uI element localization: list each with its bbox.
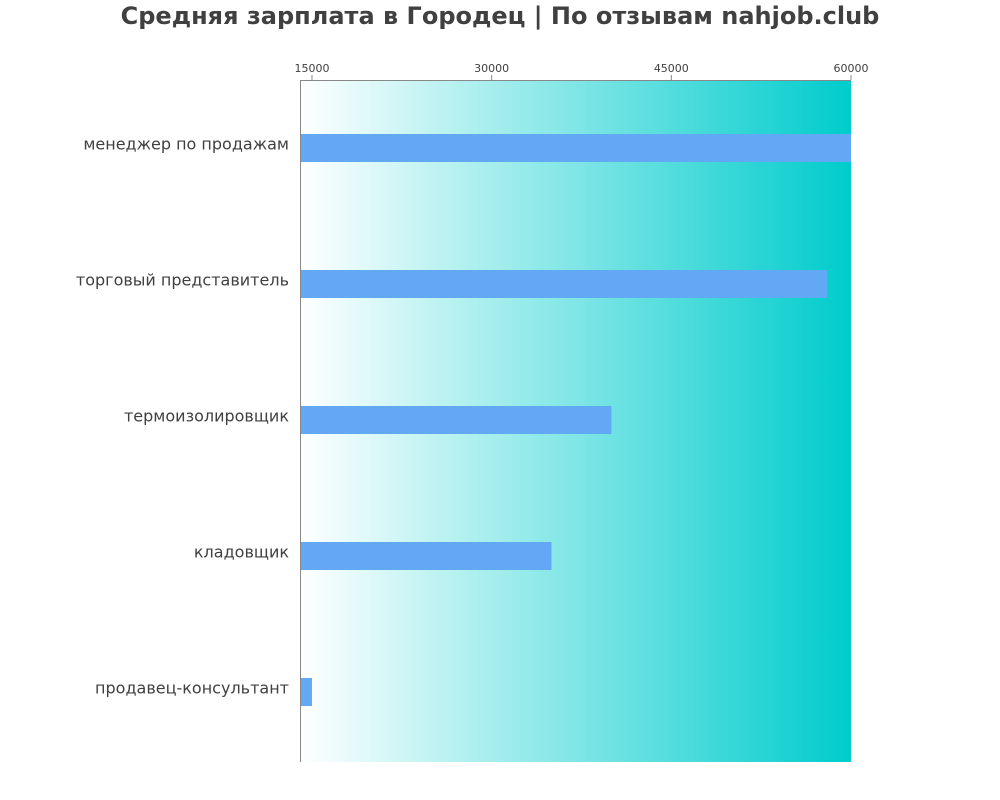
x-tick-label: 60000 [834, 62, 869, 75]
bar [300, 542, 552, 570]
x-tick-label: 30000 [474, 62, 509, 75]
category-label: менеджер по продажам [83, 135, 289, 154]
category-label: термоизолировщик [124, 407, 289, 426]
category-label: торговый представитель [76, 271, 289, 290]
category-label: продавец-консультант [95, 679, 289, 698]
bar [300, 270, 828, 298]
chart-title: Средняя зарплата в Городец | По отзывам … [120, 2, 880, 30]
category-label: кладовщик [194, 543, 289, 562]
bar [300, 678, 312, 706]
x-tick-label: 15000 [294, 62, 329, 75]
bar [300, 134, 851, 162]
bar [300, 406, 612, 434]
x-tick-label: 45000 [654, 62, 689, 75]
